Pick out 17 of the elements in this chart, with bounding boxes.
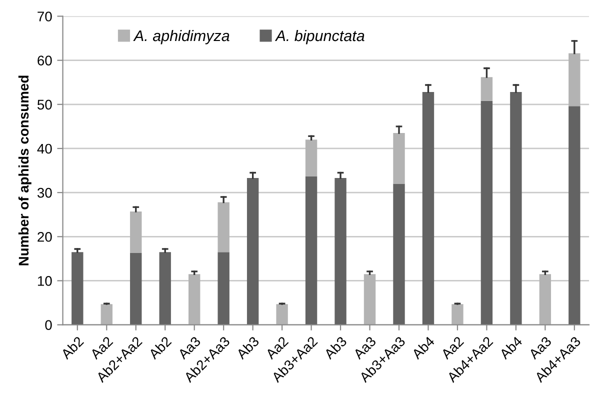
y-tick-label: 10	[38, 276, 52, 286]
legend-label: A. bipunctata	[274, 30, 364, 44]
y-tick-label: 0	[45, 320, 52, 330]
x-tick-label: Ab2	[60, 336, 84, 360]
y-tick-label: 60	[38, 56, 52, 66]
x-tick-label: Ab3	[323, 336, 348, 360]
y-axis-title: Number of aphids consumed	[18, 76, 32, 266]
legend-label: A. aphidimyza	[133, 30, 230, 44]
y-tick-label: 30	[37, 188, 52, 198]
y-tick-label: 20	[38, 232, 52, 242]
y-tick-label: 40	[37, 144, 52, 154]
y-tick-label: 50	[37, 100, 52, 110]
x-tick-label: Ab4	[410, 336, 436, 360]
x-tick-label: Ab2	[148, 336, 172, 360]
x-tick-label: Ab4	[498, 336, 523, 360]
y-tick-label: 70	[38, 12, 52, 22]
x-tick-label: Ab3	[235, 336, 260, 360]
